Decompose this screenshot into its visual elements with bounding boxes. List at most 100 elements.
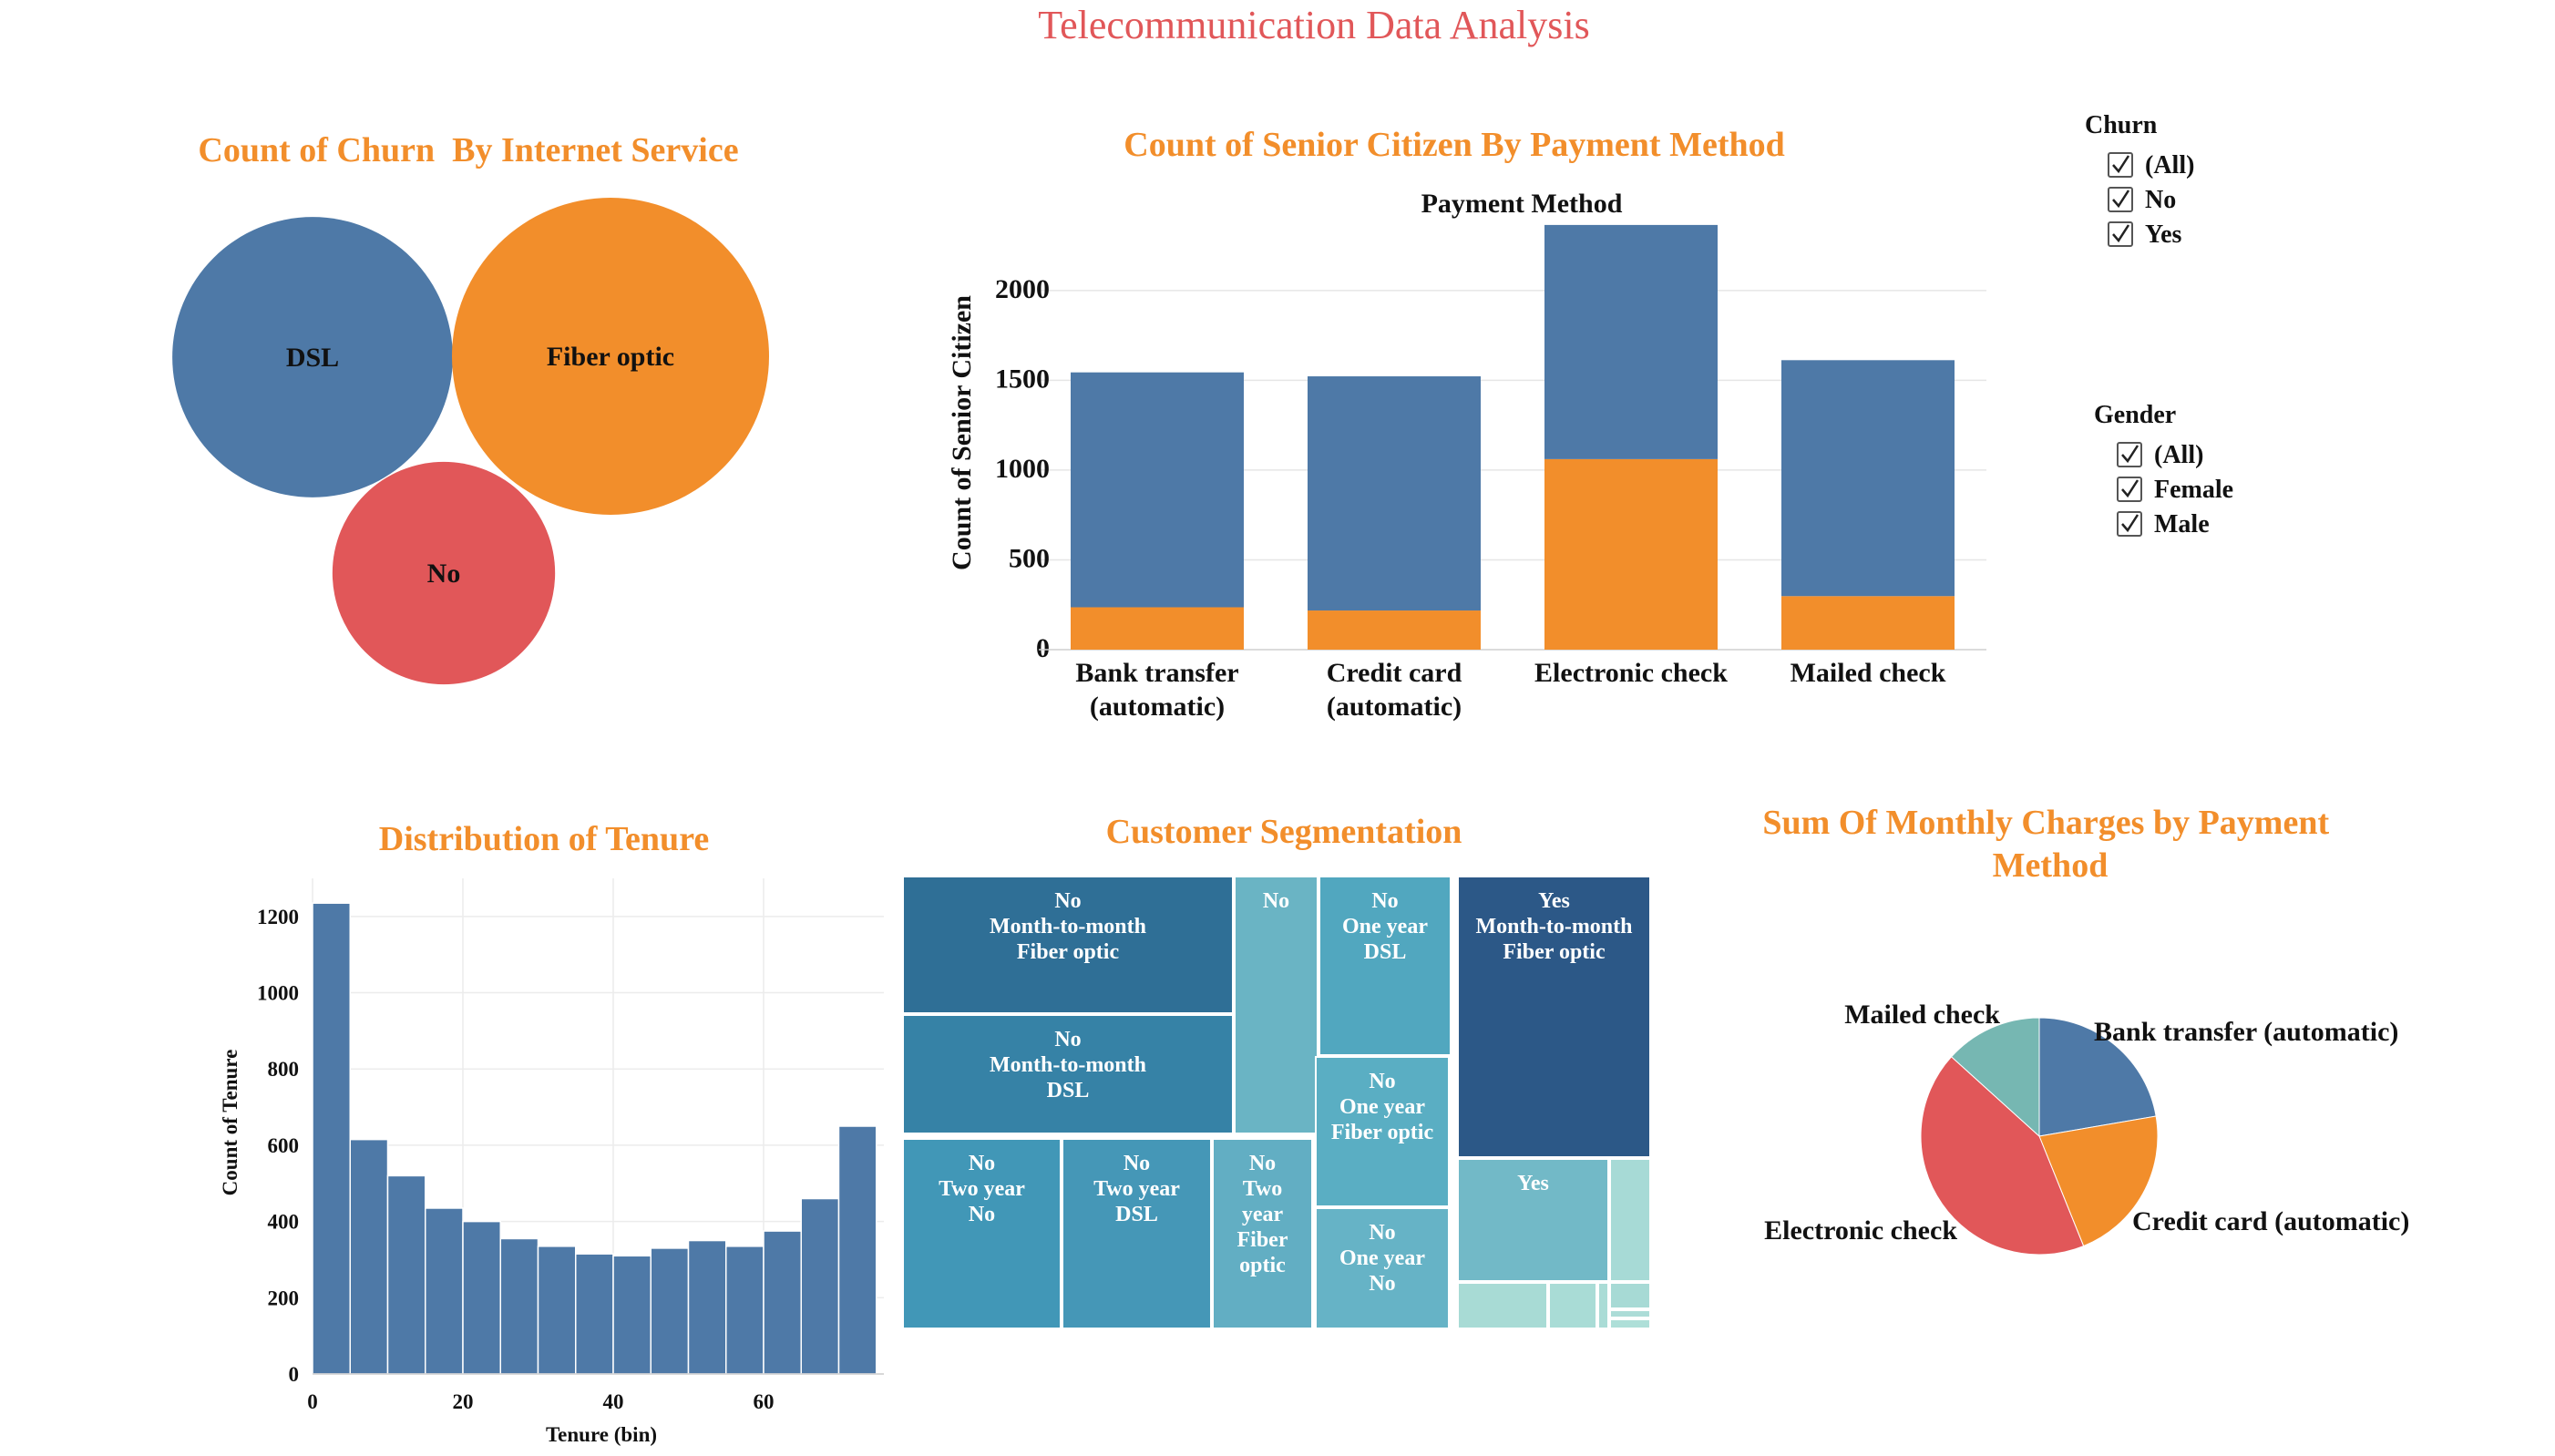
hist-y-tick-label: 0 [289, 1363, 300, 1386]
treemap-cell [1457, 1282, 1548, 1329]
treemap-cell-label: Fiber optic [1331, 1121, 1434, 1144]
treemap-cell-label: One year [1339, 1095, 1425, 1119]
bar-segment-lower [1071, 607, 1244, 650]
treemap-cell-label: Month-to-month [990, 1053, 1146, 1077]
pie-slice [1950, 1017, 2040, 1138]
treemap-cell [1315, 1207, 1450, 1329]
pie-slice-label: Bank transfer (automatic) [2094, 1017, 2398, 1047]
hist-bar [687, 1239, 727, 1375]
treemap-cell [902, 876, 1234, 1014]
hist-y-tick-label: 1000 [257, 982, 299, 1005]
hist-bar [386, 1174, 426, 1375]
hist-bar [725, 1246, 764, 1375]
treemap-cell-label: Fiber optic [1503, 940, 1606, 964]
hist-bar [575, 1253, 614, 1375]
treemap-cell-label: DSL [1047, 1079, 1090, 1102]
gender-filter-option-label: Male [2154, 510, 2210, 538]
hist-bar [499, 1237, 539, 1375]
treemap-cell [1609, 1309, 1651, 1318]
bar-chart-header: Payment Method [1421, 189, 1623, 219]
bar-segment-lower [1544, 458, 1718, 650]
dashboard-title: Telecommunication Data Analysis [1038, 3, 1589, 47]
treemap-cell [1319, 876, 1452, 1056]
hist-bar [763, 1230, 802, 1375]
treemap-cell-label: Yes [1538, 889, 1570, 913]
treemap-cell-label: optic [1239, 1254, 1286, 1277]
hist-x-tick-label: 20 [453, 1390, 474, 1413]
churn-filter-option[interactable]: No [2108, 186, 2176, 214]
churn-filter-option-label: No [2145, 186, 2176, 214]
pie-slice [1920, 1056, 2085, 1256]
churn-filter-option[interactable]: Yes [2108, 220, 2182, 249]
hist-bar [612, 1255, 652, 1375]
bar-x-tick-label: Electronic check [1534, 658, 1728, 688]
gender-filter-option[interactable]: Male [2117, 510, 2210, 538]
pie-slice-label: Electronic check [1764, 1215, 1957, 1246]
treemap-cell-label: year [1242, 1203, 1284, 1226]
treemap-cell [1609, 1318, 1651, 1329]
hist-bar [312, 902, 351, 1375]
pie-slice [2038, 1115, 2159, 1247]
treemap-cell-label: No [1124, 1152, 1150, 1175]
hist-y-tick-label: 400 [268, 1211, 300, 1234]
treemap-cell-label: No [1369, 1221, 1395, 1245]
bubble-label: Fiber optic [547, 342, 674, 372]
gender-filter: Gender (All) Female Male [2094, 401, 2233, 538]
histogram: Tenure (bin) Count of Tenure 0 20 40 600200… [219, 878, 884, 1446]
bar-x-tick-label: Mailed check [1791, 658, 1946, 688]
treemap-cell-label: Fiber optic [1017, 940, 1120, 964]
bubble-no [332, 461, 556, 685]
treemap-cell-label: Two year [1093, 1177, 1180, 1201]
treemap-cell [1457, 1158, 1609, 1282]
treemap-title: Customer Segmentation [1106, 813, 1462, 851]
hist-bar [837, 1125, 877, 1375]
treemap-cell [1234, 876, 1319, 1134]
hist-y-tick-label: 600 [268, 1134, 300, 1157]
treemap-cell-label: No [969, 1152, 995, 1175]
bar-y-tick-label: 0 [1036, 633, 1050, 663]
bar-segment-lower [1781, 596, 1955, 650]
check-icon [2112, 224, 2130, 243]
pie-slice-label: Mailed check [1844, 1000, 2000, 1030]
treemap-cell [1548, 1282, 1597, 1329]
bar-x-tick-label: (automatic) [1090, 692, 1225, 722]
pie-slice-label: Credit card (automatic) [2132, 1206, 2409, 1236]
gender-filter-option[interactable]: Female [2117, 476, 2233, 504]
histogram-y-axis-label: Count of Tenure [219, 1050, 241, 1196]
bar-y-tick-label: 2000 [995, 274, 1050, 304]
churn-filter-option[interactable]: (All) [2108, 151, 2194, 179]
gender-filter-option[interactable]: (All) [2117, 441, 2203, 469]
hist-x-tick-label: 40 [603, 1390, 624, 1413]
bubble-dsl [172, 217, 453, 497]
treemap-cell-label: No [969, 1203, 995, 1226]
treemap-cell-label: Fiber [1237, 1228, 1288, 1252]
hist-bar [650, 1247, 690, 1375]
bar-x-tick-label: Credit card [1327, 658, 1462, 688]
treemap-cell-label: Month-to-month [990, 915, 1146, 938]
treemap-cell [1609, 1282, 1651, 1309]
treemap-cell-label: DSL [1115, 1203, 1158, 1226]
hist-bar [537, 1246, 577, 1375]
bar-x-tick-label: (automatic) [1327, 692, 1462, 722]
bar-chart-title: Count of Senior Citizen By Payment Metho… [1124, 126, 1785, 164]
bubble-label: DSL [286, 343, 339, 373]
hist-y-tick-label: 800 [268, 1058, 300, 1081]
bubble-chart: DSL Fiber optic No [172, 198, 769, 685]
treemap-cell [1212, 1138, 1313, 1329]
gender-filter-option-label: (All) [2154, 441, 2203, 469]
bar-y-tick-label: 1000 [995, 454, 1050, 484]
pie-chart-title: Sum Of Monthly Charges by Payment Method [1762, 804, 2337, 885]
check-icon [2112, 155, 2130, 174]
check-icon [2121, 479, 2139, 498]
treemap-cell [1457, 876, 1651, 1158]
churn-filter: Churn (All) No Yes [2085, 111, 2194, 249]
treemap-cell-label: DSL [1364, 940, 1407, 964]
check-icon [2121, 445, 2139, 464]
bar-segment-lower [1308, 610, 1481, 650]
hist-bar [425, 1207, 464, 1375]
check-icon [2121, 514, 2139, 533]
treemap-cell-label: No [1369, 1070, 1395, 1093]
bar-y-tick-label: 500 [1009, 543, 1050, 573]
bar-chart-y-axis-label: Count of Senior Citizen [947, 295, 977, 570]
